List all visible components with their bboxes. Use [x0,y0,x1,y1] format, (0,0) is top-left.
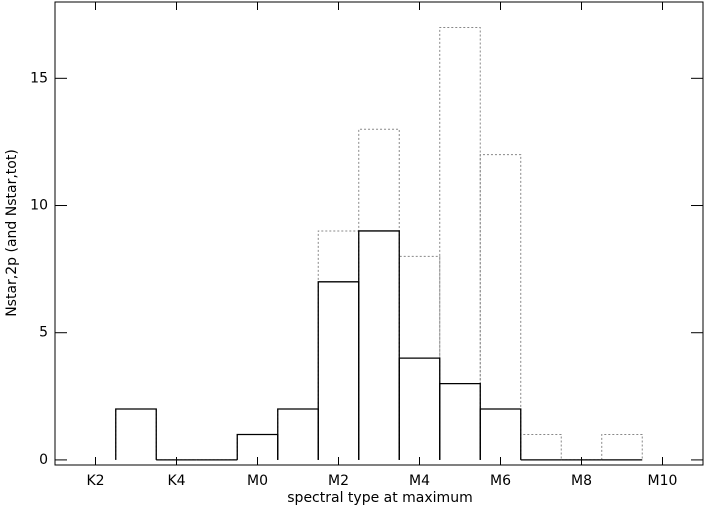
x-tick-label: M2 [328,473,349,489]
x-tick-label: M10 [648,473,678,489]
y-tick-label: 10 [30,198,48,214]
histogram-bar [115,408,157,460]
histogram-bar [358,128,400,460]
histogram-bar [520,433,562,460]
histogram-bar [236,433,279,460]
histogram-bar [277,408,319,460]
histogram-bar [358,230,400,460]
histogram-bar [479,408,522,460]
x-tick-label: M8 [571,473,592,489]
y-axis-title: Nstar,2p (and Nstar,tot) [4,149,20,317]
histogram-bar [439,382,481,460]
histogram-bar [277,408,319,460]
y-tick-label: 5 [39,325,48,341]
histogram-bar [601,433,643,460]
x-tick-label: M6 [490,473,511,489]
y-tick-label: 0 [39,452,48,468]
histogram-bar [439,26,481,460]
histogram-bar [479,154,522,460]
x-tick-label: K2 [86,473,104,489]
x-tick-label: K4 [167,473,185,489]
x-axis-title: spectral type at maximum [287,490,472,506]
histogram-bar [317,281,360,460]
y-tick-label: 15 [30,70,48,86]
x-tick-label: M4 [409,473,430,489]
histogram-bar [398,357,441,460]
histogram-bar [236,433,279,460]
x-tick-label: M0 [247,473,268,489]
histogram-bar [115,408,157,460]
plot-frame [54,1,704,466]
histogram-bar [317,230,360,460]
